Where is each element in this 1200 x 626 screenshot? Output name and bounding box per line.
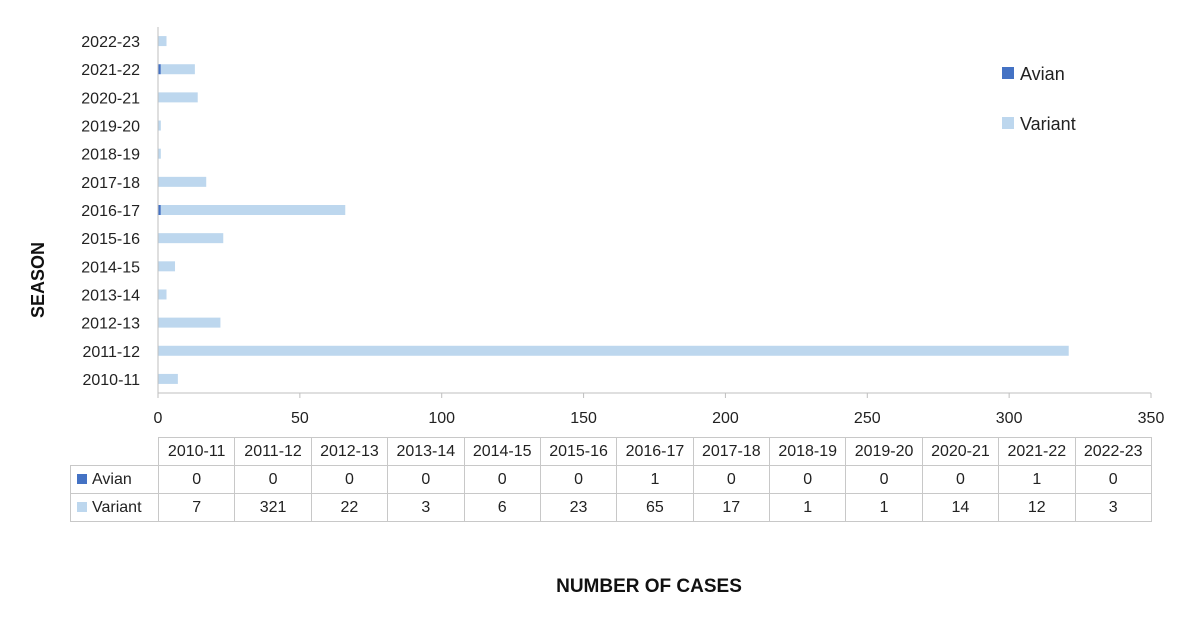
legend-label-variant: Variant bbox=[1020, 114, 1076, 134]
bar-variant-2019-20 bbox=[158, 120, 161, 131]
y-tick-label: 2022-23 bbox=[81, 34, 140, 51]
y-tick-labels: 2010-11 2011-12 2012-13 2013-14 2014-15 2015-… bbox=[81, 34, 140, 389]
data-table-cell: 1 bbox=[616, 465, 694, 494]
y-tick-label: 2012-13 bbox=[81, 316, 140, 333]
bar-avian-2016-17 bbox=[158, 205, 161, 215]
data-table-cell: 14 bbox=[921, 493, 1000, 522]
data-table-series-label: Variant bbox=[70, 493, 159, 522]
data-table-corner bbox=[71, 438, 159, 466]
data-table-cell: 0 bbox=[768, 465, 847, 494]
legend: Avian Variant bbox=[1002, 64, 1076, 134]
data-table-cell: 7 bbox=[157, 493, 236, 522]
data-table-cell: 0 bbox=[157, 465, 236, 494]
bar-variant-2018-19 bbox=[158, 148, 161, 159]
data-table-cell: 0 bbox=[463, 465, 541, 494]
data-table-column-header: 2019-20 bbox=[845, 437, 923, 466]
bar-variant-2014-15 bbox=[158, 261, 176, 272]
y-tick-label: 2013-14 bbox=[81, 287, 140, 304]
data-table-cell: 0 bbox=[234, 465, 312, 494]
data-table-series-name: Avian bbox=[92, 470, 132, 488]
legend-swatch-avian bbox=[1002, 67, 1014, 79]
legend-label-avian: Avian bbox=[1020, 64, 1065, 84]
x-tick-label: 0 bbox=[154, 410, 163, 427]
data-table-cell: 12 bbox=[998, 493, 1076, 522]
data-table-column-header: 2016-17 bbox=[616, 437, 694, 466]
data-table-cell: 65 bbox=[616, 493, 694, 522]
data-table-column-header: 2011-12 bbox=[234, 437, 312, 466]
y-tick-label: 2020-21 bbox=[81, 90, 140, 107]
data-table-column-header: 2012-13 bbox=[310, 437, 389, 466]
data-table-cell: 0 bbox=[387, 465, 465, 494]
data-table-series-label: Avian bbox=[70, 465, 159, 494]
legend-key-variant bbox=[77, 502, 87, 513]
bar-variant-2020-21 bbox=[158, 92, 198, 103]
y-tick-label: 2021-22 bbox=[81, 62, 140, 79]
data-table-cell: 1 bbox=[998, 465, 1076, 494]
x-tick-label: 150 bbox=[570, 410, 597, 427]
data-table-cell: 1 bbox=[845, 493, 923, 522]
data-table-column-header: 2018-19 bbox=[768, 437, 847, 466]
bar-avian-2021-22 bbox=[158, 64, 161, 75]
y-tick-label: 2019-20 bbox=[81, 119, 140, 136]
data-table-row-variant: Variant 7 321 22 3 6 23 65 17 1 1 14 12 3 bbox=[70, 493, 1152, 522]
x-tick-label: 50 bbox=[291, 410, 309, 427]
data-table-cell: 23 bbox=[539, 493, 618, 522]
data-table-row-avian: Avian 0 0 0 0 0 0 1 0 0 0 0 1 0 bbox=[70, 465, 1152, 494]
data-table: 2010-11 2011-12 2012-13 2013-14 2014-15 2015-… bbox=[70, 437, 1152, 522]
data-table-cell: 1 bbox=[768, 493, 847, 522]
y-tick-label: 2010-11 bbox=[82, 372, 140, 389]
data-table-cell: 22 bbox=[310, 493, 389, 522]
legend-key-avian bbox=[77, 474, 87, 485]
bar-variant-2012-13 bbox=[158, 317, 221, 328]
bar-variant-2022-23 bbox=[158, 36, 167, 47]
data-table-body: Avian 0 0 0 0 0 0 1 0 0 0 0 1 0 Variant 7 321 22 3 6 23 65 17 1… bbox=[70, 465, 1152, 522]
data-table-cell: 17 bbox=[692, 493, 771, 522]
data-table-cell: 0 bbox=[845, 465, 923, 494]
data-table-column-header: 2014-15 bbox=[463, 437, 541, 466]
x-tick-label: 350 bbox=[1138, 410, 1165, 427]
data-table-column-header: 2022-23 bbox=[1074, 437, 1152, 466]
data-table-cell: 0 bbox=[310, 465, 389, 494]
data-table-column-header: 2010-11 bbox=[157, 437, 236, 466]
x-tick-label: 300 bbox=[996, 410, 1023, 427]
x-tick-labels: 0 50 100 150 200 250 300 350 bbox=[154, 393, 1165, 427]
legend-swatch-variant bbox=[1002, 117, 1014, 129]
data-table-cell: 0 bbox=[539, 465, 618, 494]
y-tick-label: 2017-18 bbox=[81, 175, 140, 192]
x-tick-label: 250 bbox=[854, 410, 881, 427]
bar-variant-2017-18 bbox=[158, 176, 207, 187]
data-table-cell: 3 bbox=[387, 493, 465, 522]
data-table-cell: 3 bbox=[1074, 493, 1152, 522]
bar-variant-2015-16 bbox=[158, 233, 224, 244]
y-tick-label: 2014-15 bbox=[81, 259, 140, 276]
y-axis-title: SEASON bbox=[28, 242, 48, 318]
y-tick-label: 2015-16 bbox=[81, 231, 140, 248]
data-table-cell: 0 bbox=[921, 465, 1000, 494]
data-table-series-name: Variant bbox=[92, 498, 142, 516]
data-table-cell: 0 bbox=[1074, 465, 1152, 494]
data-table-column-header: 2015-16 bbox=[539, 437, 618, 466]
bar-variant-2013-14 bbox=[158, 289, 167, 300]
bar-variant-2021-22 bbox=[160, 64, 195, 75]
x-tick-label: 100 bbox=[428, 410, 455, 427]
data-table-column-header: 2013-14 bbox=[387, 437, 465, 466]
y-tick-label: 2011-12 bbox=[82, 344, 140, 361]
y-tick-label: 2016-17 bbox=[81, 203, 140, 220]
data-table-column-header: 2020-21 bbox=[921, 437, 1000, 466]
x-tick-label: 200 bbox=[712, 410, 739, 427]
data-table-column-header: 2021-22 bbox=[998, 437, 1076, 466]
y-tick-label: 2018-19 bbox=[81, 147, 140, 164]
data-table-cell: 0 bbox=[692, 465, 771, 494]
x-axis-title: NUMBER OF CASES bbox=[556, 576, 742, 597]
bars-layer bbox=[158, 36, 1069, 384]
data-table-cell: 6 bbox=[463, 493, 541, 522]
bar-variant-2016-17 bbox=[160, 205, 346, 215]
bar-variant-2010-11 bbox=[158, 373, 178, 384]
data-table-cell: 321 bbox=[234, 493, 312, 522]
data-table-column-header: 2017-18 bbox=[692, 437, 771, 466]
bar-variant-2011-12 bbox=[158, 345, 1069, 356]
data-table-header-row: 2010-11 2011-12 2012-13 2013-14 2014-15 2015-… bbox=[71, 437, 1152, 466]
